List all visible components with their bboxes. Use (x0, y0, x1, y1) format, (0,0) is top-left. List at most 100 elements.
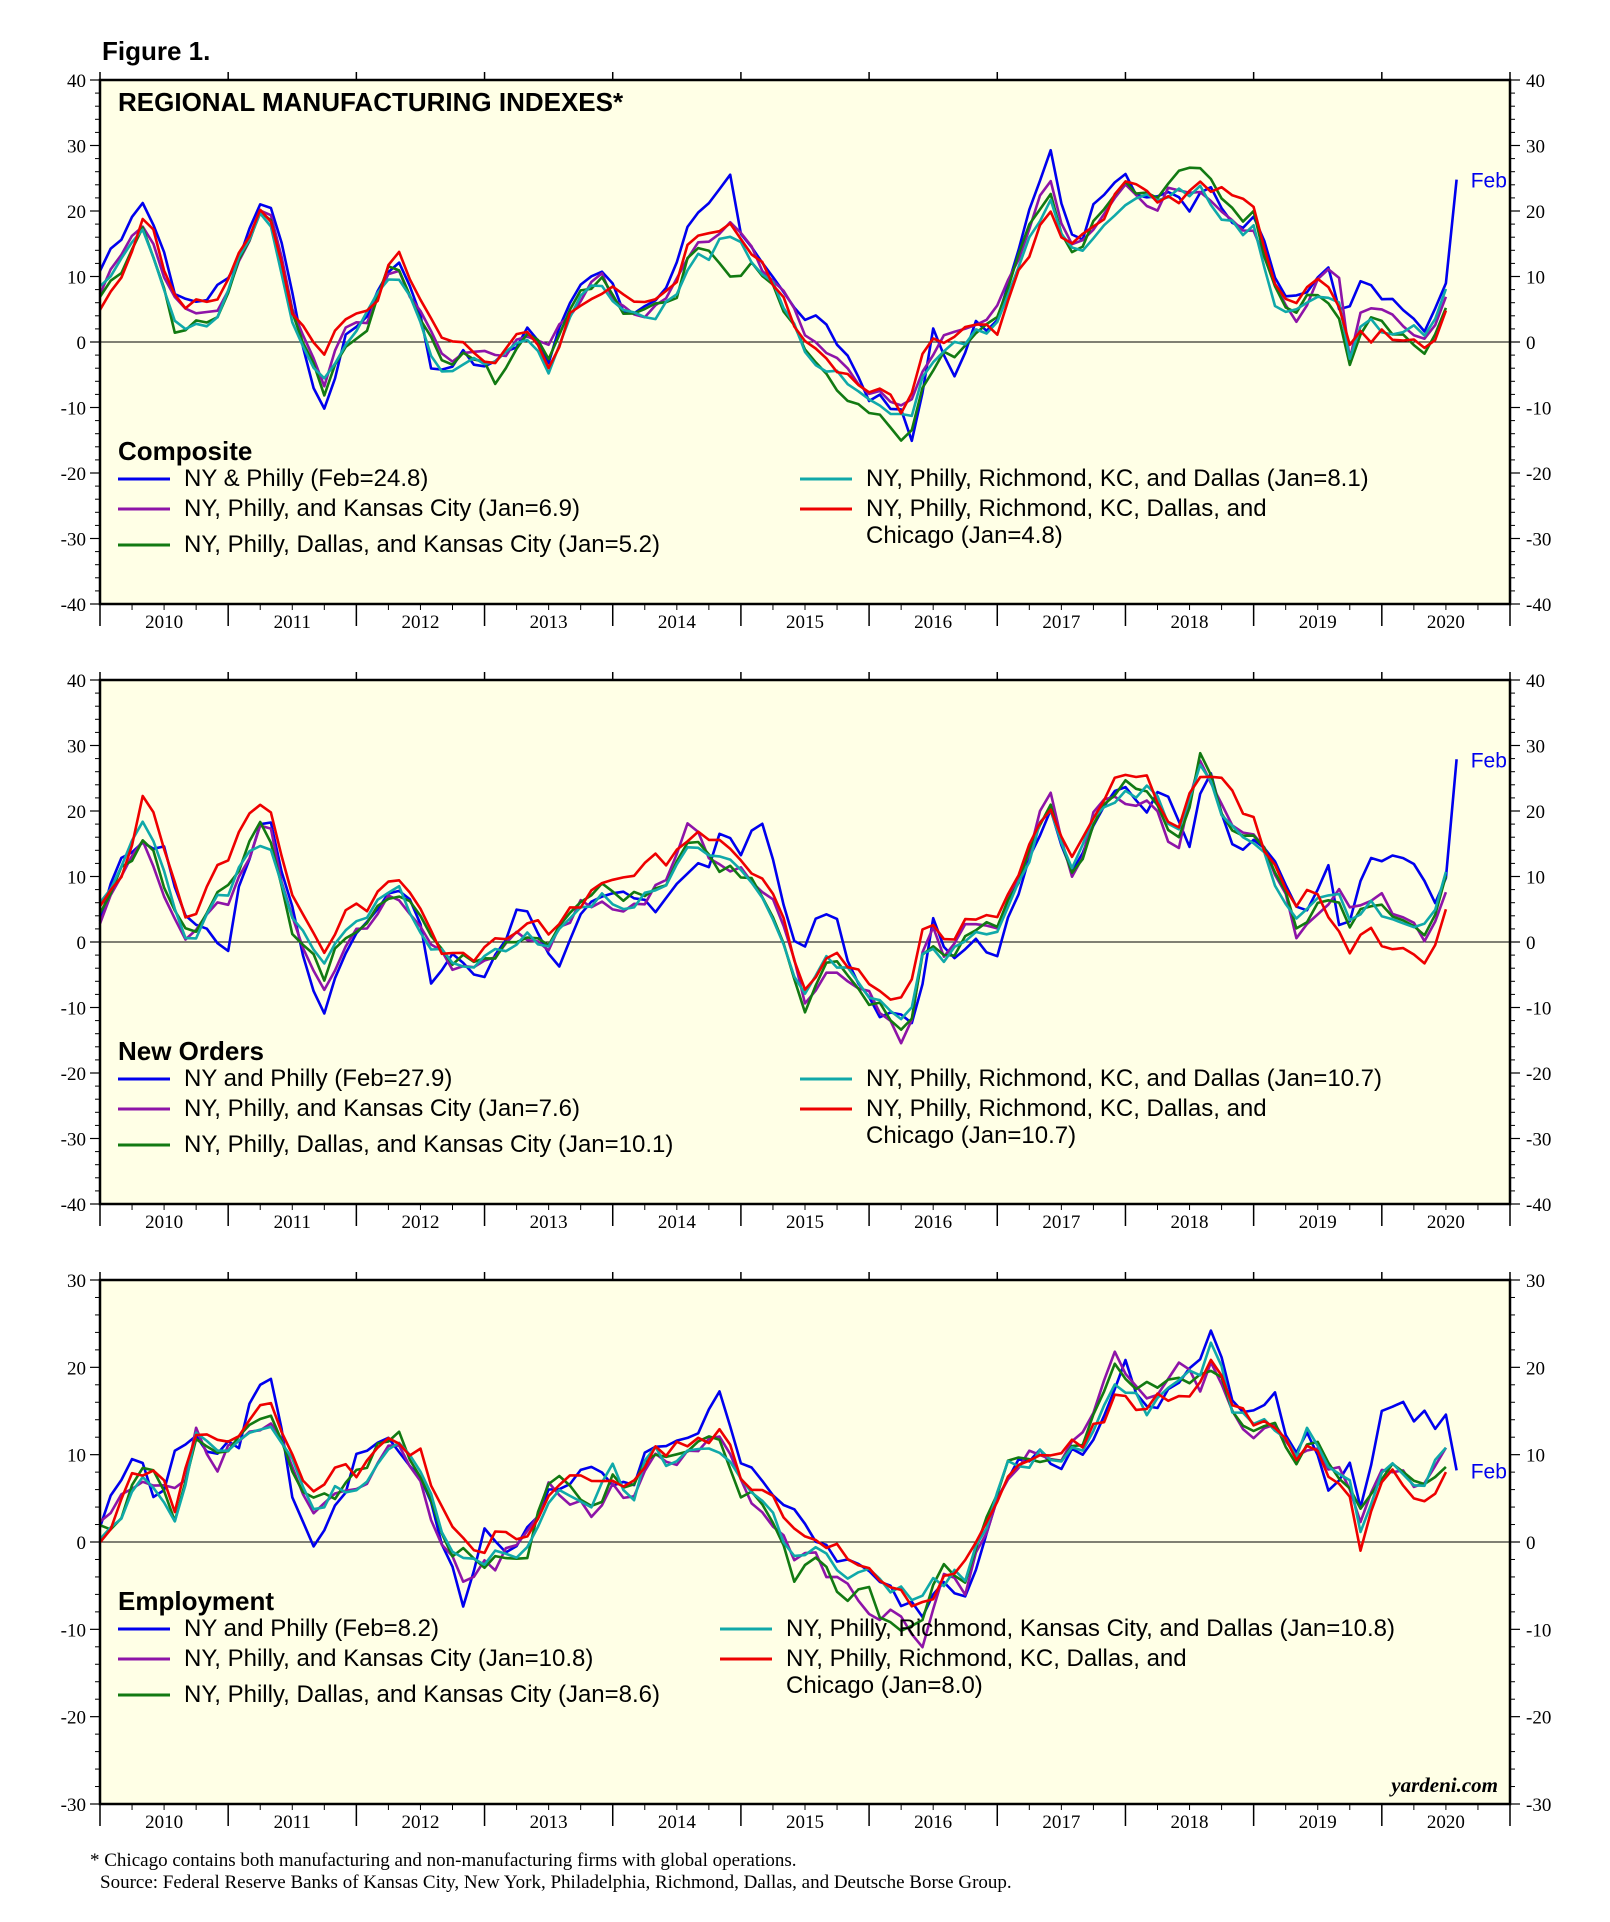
legend-label: NY and Philly (Feb=8.2) (184, 1615, 439, 1642)
legend-label: NY, Philly, Richmond, KC, and Dallas (Ja… (866, 465, 1369, 492)
y-tick-label-left: 0 (77, 333, 87, 354)
y-tick-label-left: 20 (67, 202, 86, 223)
x-tick-label: 2014 (658, 1812, 697, 1833)
y-tick-label-right: -10 (1526, 999, 1551, 1020)
x-tick-label: 2015 (786, 1212, 824, 1233)
x-tick-label: 2020 (1427, 612, 1465, 633)
x-tick-label: 2016 (914, 612, 952, 633)
panel-label: Employment (118, 1586, 274, 1616)
y-tick-label-right: -10 (1526, 1620, 1551, 1641)
legend-label: NY, Philly, Richmond, KC, Dallas, and Chi… (866, 1095, 1267, 1149)
legend-label: NY, Philly, Richmond, KC, and Dallas (Ja… (866, 1065, 1382, 1092)
x-tick-label: 2010 (145, 612, 183, 633)
x-tick-label: 2018 (1171, 1212, 1209, 1233)
series-line-blue (98, 759, 1458, 1025)
y-tick-label-right: 0 (1526, 1533, 1536, 1554)
y-tick-label-left: 40 (67, 71, 86, 92)
y-tick-label-right: 30 (1526, 1271, 1545, 1292)
y-tick-label-left: -20 (61, 1064, 86, 1085)
x-tick-label: 2012 (401, 1212, 439, 1233)
plot-frame (98, 678, 1512, 1206)
y-tick-label-right: 10 (1526, 1446, 1545, 1467)
series-line-cyan (98, 763, 1448, 1021)
y-tick-label-right: -20 (1526, 1064, 1551, 1085)
x-tick-label: 2012 (401, 1812, 439, 1833)
legend-label: NY, Philly, Dallas, and Kansas City (Jan… (184, 1131, 673, 1158)
y-tick-label-left: 10 (67, 268, 86, 289)
series-line-red (98, 180, 1448, 415)
legend-label: NY, Philly, Richmond, KC, Dallas, and Chi… (786, 1645, 1187, 1699)
x-tick-label: 2011 (274, 1212, 311, 1233)
x-tick-label: 2017 (1042, 612, 1080, 633)
y-tick-label-right: -40 (1526, 1195, 1551, 1216)
x-tick-label: 2013 (530, 612, 568, 633)
x-tick-label: 2013 (530, 1212, 568, 1233)
end-annotation-label: Feb (1471, 170, 1507, 193)
x-tick-label: 2014 (658, 612, 697, 633)
y-tick-label-right: 40 (1526, 71, 1545, 92)
legend-label: NY, Philly, and Kansas City (Jan=10.8) (184, 1645, 593, 1672)
figure-label: Figure 1. (102, 36, 211, 66)
y-tick-label-right: -30 (1526, 1795, 1551, 1816)
legend-label: NY and Philly (Feb=27.9) (184, 1065, 452, 1092)
legend-label: NY, Philly, Richmond, KC, Dallas, and Chi… (866, 495, 1267, 549)
y-tick-label-left: 40 (67, 671, 86, 692)
y-tick-label-right: -10 (1526, 399, 1551, 420)
y-tick-label-left: -10 (61, 1620, 86, 1641)
y-tick-label-left: -10 (61, 399, 86, 420)
x-tick-label: 2019 (1299, 1812, 1337, 1833)
y-tick-label-left: 10 (67, 868, 86, 889)
x-tick-label: 2011 (274, 1812, 311, 1833)
panel-label: New Orders (118, 1036, 264, 1066)
legend-label: NY, Philly, Dallas, and Kansas City (Jan… (184, 1681, 660, 1708)
legend-label: NY, Philly, Dallas, and Kansas City (Jan… (184, 531, 660, 558)
y-tick-label-right: 10 (1526, 268, 1545, 289)
legend-label: NY & Philly (Feb=24.8) (184, 465, 428, 492)
x-tick-label: 2015 (786, 1812, 824, 1833)
x-tick-label: 2020 (1427, 1812, 1465, 1833)
y-tick-label-left: -30 (61, 530, 86, 551)
series-line-purple (99, 1350, 1448, 1649)
y-tick-label-left: -30 (61, 1795, 86, 1816)
x-tick-label: 2019 (1299, 612, 1337, 633)
y-tick-label-left: -40 (61, 595, 86, 616)
x-tick-label: 2014 (658, 1212, 697, 1233)
y-tick-label-right: -40 (1526, 595, 1551, 616)
x-tick-label: 2017 (1042, 1212, 1080, 1233)
series-line-cyan (99, 1341, 1447, 1602)
series-line-cyan (99, 184, 1448, 418)
plot-frame (98, 1278, 1512, 1806)
y-tick-label-left: 0 (77, 933, 87, 954)
end-annotation-label: Feb (1471, 749, 1507, 772)
x-tick-label: 2019 (1299, 1212, 1337, 1233)
y-tick-label-left: -40 (61, 1195, 86, 1216)
y-tick-label-right: -30 (1526, 530, 1551, 551)
y-tick-label-right: 30 (1526, 737, 1545, 758)
y-tick-label-right: -20 (1526, 464, 1551, 485)
series-line-purple (98, 759, 1448, 1045)
y-tick-label-right: -20 (1526, 1708, 1551, 1729)
x-tick-label: 2016 (914, 1212, 952, 1233)
series-line-red (98, 773, 1448, 1001)
y-tick-label-left: -10 (61, 999, 86, 1020)
y-tick-label-right: 20 (1526, 1358, 1545, 1379)
y-tick-label-right: 40 (1526, 671, 1545, 692)
x-tick-label: 2020 (1427, 1212, 1465, 1233)
x-tick-label: 2011 (274, 612, 311, 633)
y-tick-label-left: 20 (67, 1358, 86, 1379)
x-tick-label: 2012 (401, 612, 439, 633)
y-tick-label-left: 0 (77, 1533, 87, 1554)
y-tick-label-left: 30 (67, 1271, 86, 1292)
x-tick-label: 2017 (1042, 1812, 1080, 1833)
x-tick-label: 2010 (145, 1212, 183, 1233)
x-tick-label: 2015 (786, 612, 824, 633)
series-line-blue (98, 1329, 1458, 1619)
chart-title: REGIONAL MANUFACTURING INDEXES* (118, 87, 624, 117)
footnote-source: Source: Federal Reserve Banks of Kansas … (100, 1872, 1012, 1893)
y-tick-label-left: 20 (67, 802, 86, 823)
y-tick-label-right: -30 (1526, 1130, 1551, 1151)
y-tick-label-left: 30 (67, 137, 86, 158)
legend-label: NY, Philly, and Kansas City (Jan=6.9) (184, 495, 580, 522)
